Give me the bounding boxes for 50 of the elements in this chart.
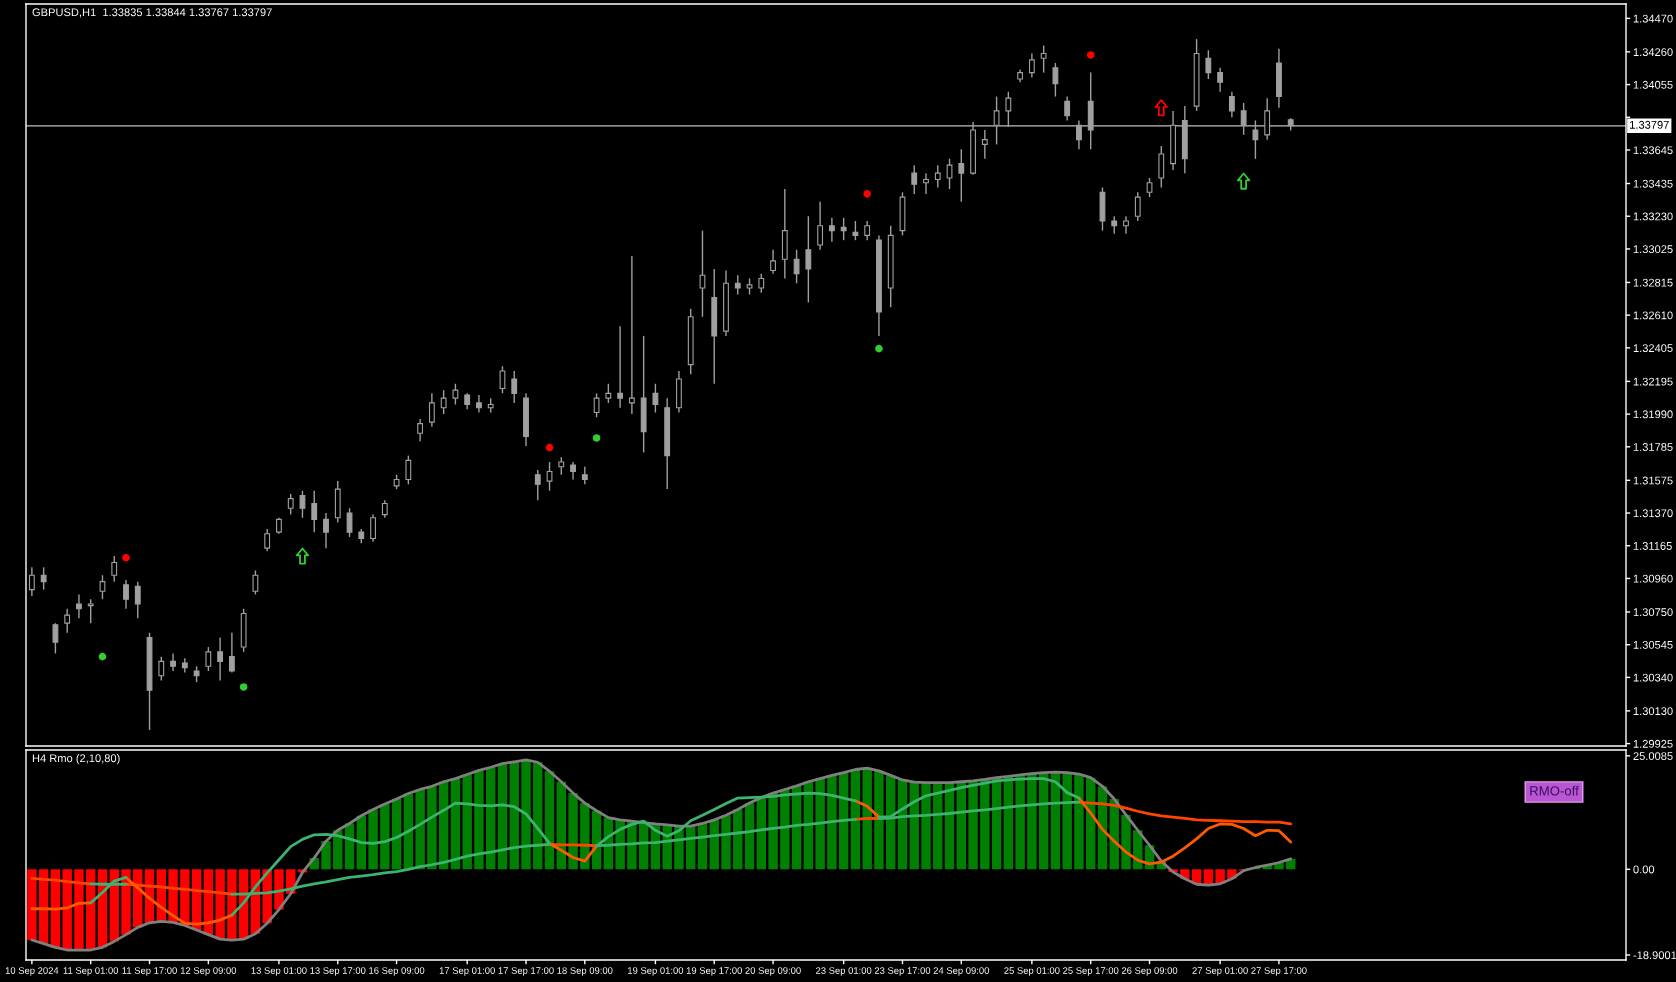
x-tick-label: 17 Sep 01:00 — [439, 967, 495, 976]
y-tick-label: 1.30750 — [1633, 608, 1673, 617]
y-tick-label: 1.31990 — [1633, 410, 1673, 419]
x-tick-label: 27 Sep 17:00 — [1251, 967, 1307, 976]
annotation: RMO-off — [1530, 785, 1579, 796]
x-tick-label: 16 Sep 09:00 — [369, 967, 425, 976]
y-tick-label: 1.31370 — [1633, 509, 1673, 518]
x-tick-label: 11 Sep 01:00 — [63, 967, 119, 976]
y-tick-label: 1.30960 — [1633, 574, 1673, 583]
x-tick-label: 25 Sep 17:00 — [1063, 967, 1119, 976]
x-tick-label: 25 Sep 01:00 — [1004, 967, 1060, 976]
y-tick-label: 1.31575 — [1633, 476, 1673, 485]
y-tick-label: 1.30340 — [1633, 673, 1673, 682]
x-tick-label: 11 Sep 17:00 — [122, 967, 177, 976]
y-tick-label: 1.31785 — [1633, 443, 1673, 451]
y-tick-label: 1.30545 — [1633, 640, 1673, 649]
x-tick-label: 19 Sep 17:00 — [686, 967, 742, 976]
y-tick-label: 1.32815 — [1633, 278, 1673, 287]
x-tick-label: 18 Sep 09:00 — [557, 967, 613, 976]
x-tick-label: 20 Sep 09:00 — [745, 967, 801, 976]
ref-line-label: 1.33797 — [1630, 120, 1669, 129]
x-tick-label: 26 Sep 09:00 — [1121, 967, 1178, 976]
y-tick-label: 1.29925 — [1633, 739, 1673, 748]
y-tick-label: 1.31165 — [1633, 542, 1672, 550]
y-tick-label: 0.00 — [1633, 865, 1655, 874]
y-tick-label: 1.34470 — [1633, 14, 1673, 23]
x-tick-label: 24 Sep 09:00 — [933, 967, 990, 976]
y-tick-label: 1.33645 — [1633, 146, 1673, 155]
y-tick-label: 1.34260 — [1633, 48, 1673, 57]
y-tick-label: 1.34055 — [1633, 80, 1673, 89]
y-tick-label: 1.32405 — [1633, 344, 1673, 353]
x-tick-label: 17 Sep 17:00 — [498, 967, 554, 976]
x-tick-label: 23 Sep 01:00 — [816, 967, 872, 976]
x-tick-label: 10 Sep 2024 — [5, 967, 59, 976]
y-tick-label: 1.33230 — [1633, 212, 1673, 221]
chart-title: H4 Rmo (2,10,80) — [32, 754, 120, 765]
x-tick-label: 12 Sep 09:00 — [180, 967, 237, 976]
x-tick-label: 13 Sep 01:00 — [251, 967, 307, 976]
y-tick-label: 25.0085 — [1633, 752, 1673, 760]
y-tick-label: -18.9001 — [1633, 951, 1676, 960]
x-tick-label: 23 Sep 17:00 — [874, 967, 931, 976]
y-tick-label: 1.33025 — [1633, 245, 1673, 254]
chart-title: GBPUSD,H1 1.33835 1.33844 1.33767 1.33797 — [32, 8, 272, 18]
y-tick-label: 1.30130 — [1633, 707, 1673, 716]
y-tick-label: 1.32610 — [1633, 311, 1673, 320]
x-tick-label: 27 Sep 01:00 — [1192, 967, 1248, 976]
y-tick-label: 1.32195 — [1633, 377, 1673, 386]
y-tick-label: 1.33435 — [1633, 179, 1673, 188]
x-tick-label: 19 Sep 01:00 — [628, 967, 684, 976]
x-tick-label: 13 Sep 17:00 — [310, 967, 366, 976]
